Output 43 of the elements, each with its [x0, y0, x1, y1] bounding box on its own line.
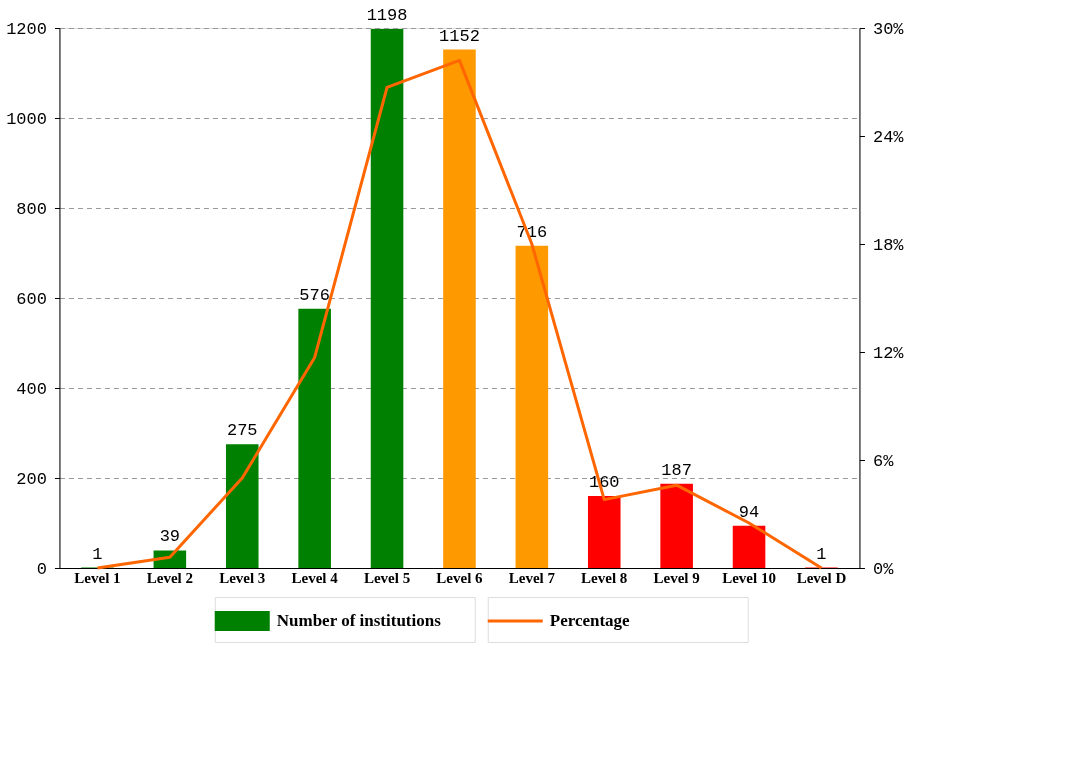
bar [443, 49, 476, 568]
y-tick-label: 1000 [6, 109, 47, 129]
x-tick-label: Level 3 [219, 569, 266, 586]
x-tick-label: Level 4 [291, 569, 339, 586]
data-label: 94 [738, 502, 760, 522]
bar [298, 308, 331, 568]
x-tick-label: Level D [796, 569, 847, 586]
legend-label: Number of institutions [276, 611, 442, 630]
y2-tick-label: 12% [872, 343, 905, 363]
x-tick-label: Level 6 [436, 569, 484, 586]
y-tick-label: 200 [16, 469, 47, 489]
bar [515, 245, 549, 568]
y2-tick-label: 30% [872, 19, 905, 39]
y-tick-label: 400 [16, 379, 47, 399]
y-tick-label: 800 [16, 199, 47, 219]
y-tick-label: 1200 [6, 19, 47, 39]
data-label: 39 [159, 527, 181, 547]
y-tick-label: 600 [16, 289, 47, 309]
x-tick-label: Level 8 [581, 569, 628, 586]
x-tick-label: Level 10 [722, 569, 776, 586]
x-tick-label: Level 5 [363, 569, 411, 586]
data-label: 275 [226, 421, 258, 441]
x-tick-label: Level 2 [146, 569, 193, 586]
x-tick-label: Level 9 [653, 569, 700, 586]
y2-tick-label: 18% [872, 235, 905, 255]
data-label: 576 [299, 285, 330, 305]
bar [587, 496, 621, 568]
data-label: 1152 [439, 26, 480, 46]
data-label: 1 [92, 544, 103, 564]
data-label: 1 [816, 544, 827, 564]
y2-tick-label: 0% [872, 559, 895, 579]
bar [732, 525, 766, 568]
bar [660, 483, 693, 568]
x-tick-label: Level 7 [508, 569, 556, 586]
data-label: 1198 [366, 5, 408, 25]
y2-tick-label: 6% [872, 451, 895, 471]
data-label: 187 [661, 460, 692, 480]
bar [225, 444, 259, 568]
x-tick-label: Level 1 [74, 569, 121, 586]
y2-tick-label: 24% [872, 127, 905, 147]
y-tick-label: 0 [36, 559, 47, 579]
legend-label: Percentage [549, 611, 631, 630]
bar [370, 28, 404, 568]
